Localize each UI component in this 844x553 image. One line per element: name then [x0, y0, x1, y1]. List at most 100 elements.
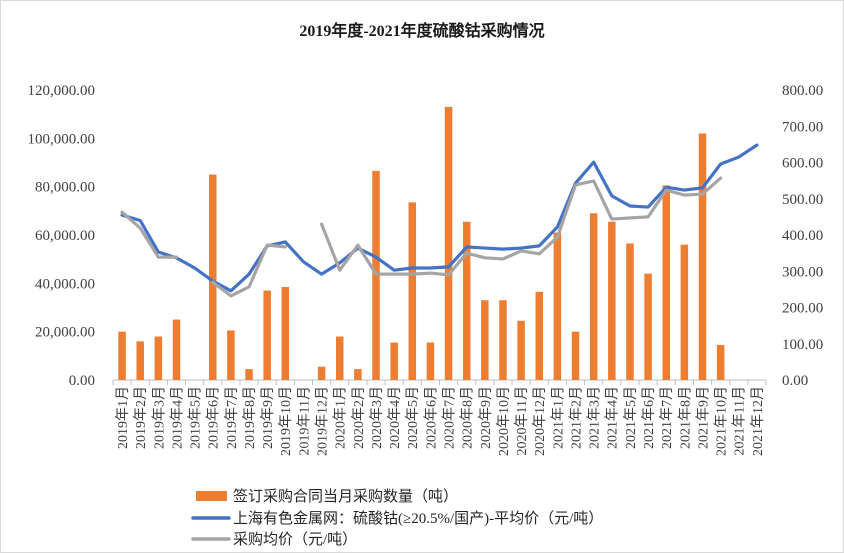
x-category-label: 2019年6月 — [206, 386, 222, 449]
purchase-quantity-bar — [626, 243, 634, 380]
right-y-tick-label: 300.00 — [782, 264, 823, 280]
purchase-quantity-bar — [408, 202, 417, 380]
purchase-quantity-bar — [608, 221, 616, 380]
x-category-label: 2021年11月 — [732, 386, 748, 455]
legend-swatch-bar — [196, 491, 227, 501]
x-category-label: 2019年5月 — [188, 386, 204, 449]
x-category-label: 2019年1月 — [115, 386, 131, 449]
purchase-quantity-bar — [553, 232, 562, 380]
right-y-tick-label: 0.00 — [782, 373, 808, 389]
right-y-tick-label: 400.00 — [782, 228, 823, 244]
left-y-tick-label: 100,000.00 — [28, 131, 96, 147]
x-category-label: 2019年12月 — [314, 386, 330, 456]
purchase-quantity-bar — [245, 369, 253, 380]
purchase-quantity-bar — [335, 336, 344, 380]
x-category-label: 2021年12月 — [750, 386, 766, 456]
left-y-tick-label: 40,000.00 — [35, 276, 95, 292]
x-category-label: 2021年8月 — [677, 386, 693, 449]
right-y-tick-label: 500.00 — [782, 192, 823, 208]
purchase-quantity-bar — [227, 330, 235, 380]
x-category-label: 2019年10月 — [278, 386, 294, 456]
purchase-quantity-bar — [426, 342, 435, 380]
purchase-quantity-bar — [662, 185, 670, 380]
x-category-label: 2020年9月 — [478, 386, 494, 449]
purchase-quantity-bar — [154, 336, 163, 380]
purchase-quantity-bar — [481, 300, 489, 380]
purchase-quantity-bar — [209, 174, 217, 380]
right-y-tick-label: 200.00 — [782, 301, 823, 317]
x-category-label: 2019年2月 — [133, 386, 149, 449]
x-category-label: 2020年3月 — [369, 386, 385, 449]
price-lines — [120, 143, 759, 298]
legend-label-purchase-quantity: 签订采购合同当月采购数量（吨） — [233, 488, 458, 505]
purchase-quantity-bar — [499, 300, 507, 380]
market-price-line-group — [120, 143, 759, 293]
left-y-tick-label: 0.00 — [69, 373, 95, 389]
x-category-label: 2021年10月 — [714, 386, 730, 456]
x-category-label: 2021年1月 — [550, 386, 566, 449]
right-y-tick-label: 800.00 — [782, 83, 823, 99]
purchase-quantity-bar — [680, 244, 689, 380]
x-category-label: 2021年2月 — [568, 386, 584, 449]
left-y-tick-label: 60,000.00 — [35, 228, 95, 244]
left-y-tick-label: 120,000.00 — [28, 83, 96, 99]
right-y-axis: 0.00 100.00 200.00 300.00 400.00 500.00 600.00… — [782, 83, 823, 389]
purchase-quantity-bar — [644, 273, 652, 380]
x-category-label: 2021年5月 — [623, 386, 639, 449]
legend-item-purchase-quantity: 签订采购合同当月采购数量（吨） — [196, 488, 458, 505]
x-category-label: 2019年11月 — [296, 386, 312, 455]
x-category-label: 2020年6月 — [423, 386, 439, 449]
x-category-label: 2021年3月 — [587, 386, 603, 449]
x-category-label: 2019年8月 — [242, 386, 258, 449]
x-category-label: 2019年7月 — [224, 386, 240, 449]
x-category-label: 2020年11月 — [514, 386, 530, 455]
x-category-label: 2020年12月 — [532, 386, 548, 456]
x-category-label: 2020年4月 — [387, 386, 403, 449]
x-category-label: 2020年1月 — [333, 386, 349, 449]
purchase-quantity-bar — [390, 342, 398, 380]
purchase-avg-price-line-group — [120, 176, 723, 298]
x-category-label: 2020年7月 — [441, 386, 457, 449]
purchase-quantity-bar — [263, 290, 271, 380]
x-category-label: 2021年4月 — [605, 386, 621, 449]
x-category-label: 2020年5月 — [405, 386, 421, 449]
market-price-line — [120, 143, 759, 293]
right-y-tick-label: 700.00 — [782, 119, 823, 135]
legend-label-purchase-avg-price: 采购均价（元/吨） — [233, 531, 357, 548]
purchase-quantity-bar — [172, 319, 181, 380]
purchase-quantity-bar — [136, 341, 144, 380]
purchase-quantity-bar — [716, 344, 725, 380]
purchase-quantity-bar — [589, 213, 598, 380]
x-category-label: 2020年2月 — [351, 386, 367, 449]
x-category-label: 2019年4月 — [169, 386, 185, 449]
purchase-quantity-bar — [462, 221, 471, 380]
right-y-tick-label: 600.00 — [782, 156, 823, 172]
x-category-label: 2021年6月 — [641, 386, 657, 449]
purchase-quantity-bar — [571, 331, 580, 380]
purchase-quantity-bars — [118, 106, 725, 381]
right-y-tick-label: 100.00 — [782, 337, 823, 353]
legend-item-market-price: 上海有色金属网：硫酸钴(≥20.5%/国产)-平均价（元/吨） — [191, 510, 603, 527]
purchase-quantity-bar — [535, 291, 544, 380]
x-category-label: 2020年8月 — [460, 386, 476, 449]
x-category-label: 2020年10月 — [496, 386, 512, 456]
x-category-label: 2021年9月 — [695, 386, 711, 449]
left-y-tick-label: 20,000.00 — [35, 325, 95, 341]
legend: 签订采购合同当月采购数量（吨） 上海有色金属网：硫酸钴(≥20.5%/国产)-平… — [191, 488, 603, 548]
legend-item-purchase-avg-price: 采购均价（元/吨） — [191, 531, 357, 548]
x-category-label: 2019年9月 — [260, 386, 276, 449]
left-y-tick-label: 80,000.00 — [35, 180, 95, 196]
purchase-quantity-bar — [444, 106, 453, 381]
left-y-axis: 0.00 20,000.00 40,000.00 60,000.00 80,000.00… — [28, 83, 96, 389]
x-category-label: 2021年7月 — [659, 386, 675, 449]
purchase-quantity-bar — [281, 286, 290, 380]
x-category-label: 2019年3月 — [151, 386, 167, 449]
legend-label-market-price: 上海有色金属网：硫酸钴(≥20.5%/国产)-平均价（元/吨） — [233, 510, 603, 527]
purchase-quantity-bar — [317, 366, 326, 380]
purchase-quantity-bar — [354, 369, 362, 380]
x-axis: 2019年1月 2019年2月 2019年3月 2019年4月 2019年5月 2019年… — [112, 379, 767, 456]
purchase-quantity-bar — [118, 331, 126, 380]
